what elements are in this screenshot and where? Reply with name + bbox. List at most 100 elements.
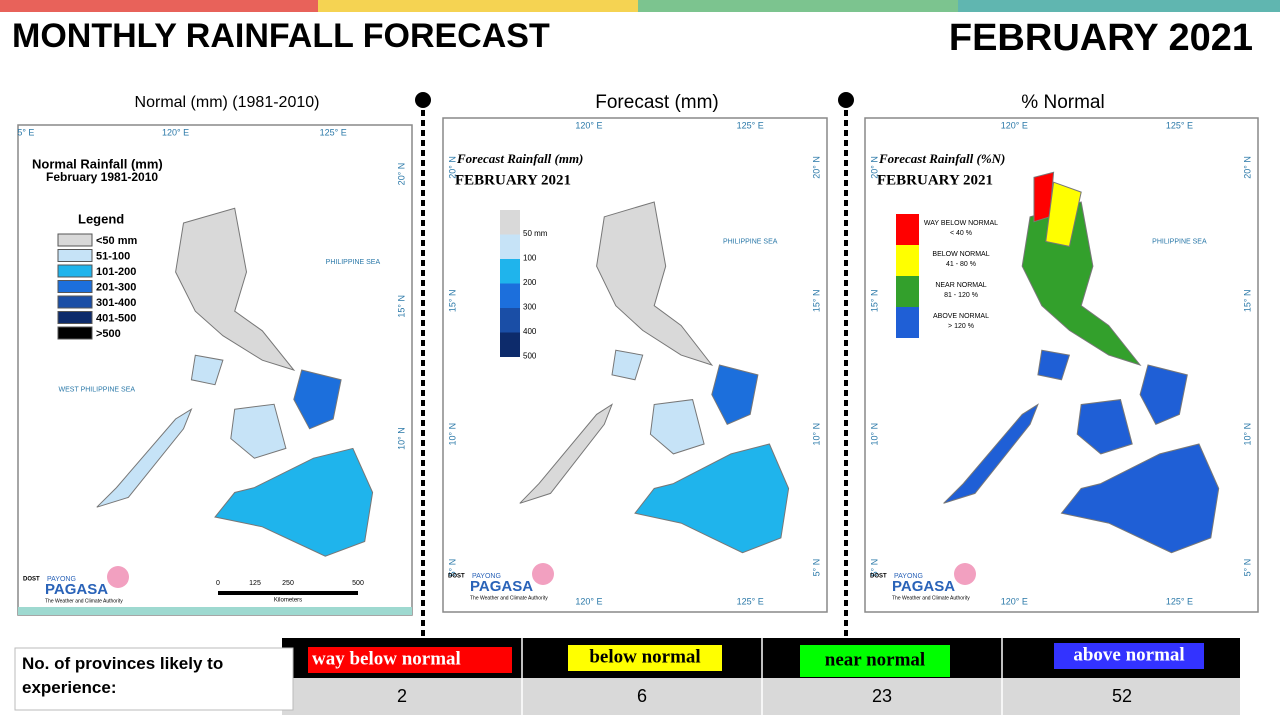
table-row (282, 678, 1240, 715)
lat-label: 15° N (396, 295, 406, 318)
strip (958, 0, 1280, 12)
lat-label: 15° N (811, 289, 821, 312)
lat-label: 20° N (811, 156, 821, 179)
legend-label: 401-500 (96, 312, 136, 324)
scale-label: 0 (216, 580, 220, 587)
lon-label: 120° E (1001, 120, 1028, 130)
panel-caption: Normal (mm) (1981-2010) (135, 94, 320, 111)
logo-brand-top: PAYONG (472, 573, 501, 580)
map-subtitle: FEBRUARY 2021 (877, 172, 993, 188)
lon-label: 120° E (162, 127, 189, 137)
island (1139, 364, 1188, 425)
legend-label: >500 (96, 328, 121, 340)
lon-label: 125° E (737, 596, 764, 606)
lon-label: 120° E (575, 596, 602, 606)
legend-swatch (500, 210, 520, 235)
island (711, 364, 759, 425)
legend-swatch (500, 259, 520, 284)
island (214, 447, 374, 557)
logo-agency: DOST (870, 574, 887, 580)
lat-label: 20° N (396, 163, 406, 186)
logo-umbrella (107, 566, 129, 588)
category-box (568, 645, 722, 671)
scale-label: 125 (249, 580, 261, 587)
legend-swatch (896, 245, 919, 276)
separator-dot (415, 92, 431, 108)
legend-range: > 120 % (948, 323, 974, 330)
lat-label: 15° N (447, 289, 457, 312)
slide-title: MONTHLY RAINFALL FORECAST (12, 17, 550, 55)
separator-dot (838, 92, 854, 108)
sea-label: PHILIPPINE SEA (723, 238, 778, 245)
island (293, 369, 342, 430)
island (190, 354, 224, 386)
row-label: No. of provinces likely to experience: (22, 654, 224, 697)
province-count: 2 (397, 686, 407, 706)
category-box (1054, 643, 1204, 669)
legend-swatch (896, 307, 919, 338)
island (1060, 443, 1220, 554)
map-subtitle: FEBRUARY 2021 (455, 172, 571, 188)
lat-label: 15° N (1242, 289, 1252, 312)
legend-swatch (57, 280, 93, 293)
lat-label: 20° N (1242, 156, 1252, 179)
island (634, 443, 790, 554)
legend-swatch (500, 308, 520, 333)
lon-label: 125° E (320, 127, 347, 137)
strip (318, 0, 638, 12)
island (519, 403, 614, 504)
legend-swatch (500, 234, 520, 259)
lat-label: 10° N (396, 427, 406, 450)
lat-label: 20° N (869, 156, 879, 179)
logo-brand: PAGASA (470, 578, 533, 595)
island (649, 399, 705, 455)
province-count: 23 (872, 686, 892, 706)
legend-swatch (500, 332, 520, 357)
lon-label: 125° E (1166, 120, 1193, 130)
row-label-box (14, 647, 294, 711)
island (943, 403, 1039, 504)
legend-label: WAY BELOW NORMAL (924, 220, 998, 227)
legend-swatch (500, 283, 520, 308)
lat-label: 15° N (869, 289, 879, 312)
logo-brand: PAGASA (45, 581, 108, 598)
legend-label: 101-200 (96, 266, 136, 278)
legend-swatch (896, 214, 919, 245)
lon-label: 120° E (575, 120, 602, 130)
island (1045, 181, 1082, 247)
lat-label: 20° N (447, 156, 457, 179)
legend-swatch (57, 295, 93, 309)
lon-label: 125° E (1166, 596, 1193, 606)
map-title: Normal Rainfall (mm) (32, 156, 163, 171)
logo-agency: DOST (23, 577, 40, 583)
map-subtitle: February 1981-2010 (46, 170, 158, 184)
legend-swatch (57, 311, 93, 324)
logo-brand-top: PAYONG (894, 573, 923, 580)
map-title: Forecast Rainfall (mm) (456, 151, 583, 166)
sea-label: PHILIPPINE SEA (1152, 238, 1207, 245)
legend-swatch (57, 249, 93, 262)
legend-label: 500 (523, 352, 537, 361)
category-box (800, 645, 950, 677)
legend-label: ABOVE NORMAL (933, 313, 989, 320)
legend-label: 200 (523, 278, 537, 287)
province-count: 6 (637, 686, 647, 706)
panel-caption: Forecast (mm) (595, 92, 719, 113)
strip (0, 0, 318, 12)
category-label: near normal (825, 649, 925, 670)
logo-umbrella (954, 563, 976, 585)
legend-label: 50 mm (523, 229, 548, 238)
lat-label: 10° N (811, 423, 821, 446)
legend-swatch (57, 264, 93, 278)
row-label-wrap: No. of provinces likely to experience: (22, 654, 224, 697)
category-label: below normal (589, 646, 700, 667)
legend-range: < 40 % (950, 230, 972, 237)
legend-label: BELOW NORMAL (932, 251, 989, 258)
legend-label: 51-100 (96, 250, 130, 262)
logo-tagline: The Weather and Climate Authority (470, 595, 548, 601)
legend-swatch (57, 233, 93, 247)
legend-range: 81 - 120 % (944, 292, 978, 299)
scale-label: 250 (282, 580, 294, 587)
